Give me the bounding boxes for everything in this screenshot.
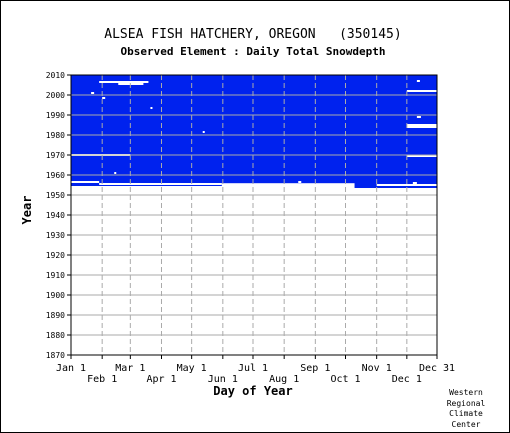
y-tick-label: 2010: [46, 71, 65, 80]
y-tick-label: 1930: [46, 231, 65, 240]
observed-data-layer: [71, 75, 437, 188]
x-tick-label: Apr 1: [146, 374, 176, 385]
missing-segment: [298, 181, 302, 183]
missing-segment: [412, 182, 417, 184]
missing-segment: [406, 155, 437, 157]
x-tick-label: Jul 1: [238, 363, 268, 374]
y-axis-label: Year: [20, 196, 34, 225]
missing-segment: [118, 83, 144, 85]
missing-segment: [406, 90, 437, 92]
y-tick-label: 1950: [46, 191, 65, 200]
y-tick-label: 1920: [46, 251, 65, 260]
chart-subtitle: Observed Element : Daily Total Snowdepth: [121, 45, 386, 58]
x-tick-label: Jun 1: [208, 374, 238, 385]
axes: 1870 1880 1890 1900 1910 1920 1930 1940 1950 1960…: [46, 71, 455, 385]
missing-segment: [416, 80, 420, 82]
missing-segment: [99, 81, 149, 83]
y-tick-label: 1970: [46, 151, 65, 160]
missing-segment: [91, 92, 95, 94]
y-tick-label: 2000: [46, 91, 65, 100]
missing-segment: [406, 124, 437, 126]
y-tick-label: 1990: [46, 111, 65, 120]
x-tick-label: Oct 1: [330, 374, 360, 385]
x-tick-label: Sep 1: [300, 363, 330, 374]
missing-segment: [202, 131, 205, 133]
x-tick-label: Nov 1: [362, 363, 392, 374]
x-tick-label: Jan 1: [56, 363, 86, 374]
missing-segment: [416, 116, 421, 118]
credit-line: Regional: [446, 398, 486, 408]
missing-segment: [102, 97, 106, 99]
x-tick-label: Feb 1: [87, 374, 117, 385]
credit-line: Western: [449, 388, 483, 397]
y-tick-label: 1910: [46, 271, 65, 280]
y-tick-label: 1960: [46, 171, 65, 180]
missing-segment: [150, 107, 153, 109]
missing-segment: [71, 181, 100, 183]
y-tick-label: 1900: [46, 291, 65, 300]
y-tick-label: 1870: [46, 351, 65, 360]
y-tick-label: 1980: [46, 131, 65, 140]
credit-line: Center: [451, 419, 481, 429]
chart-title: ALSEA FISH HATCHERY, OREGON (350145): [104, 27, 401, 42]
x-tick-label: Dec 31: [419, 363, 455, 374]
missing-segment: [114, 172, 117, 174]
y-tick-label: 1890: [46, 311, 65, 320]
y-tick-label: 1880: [46, 331, 65, 340]
missing-segment: [406, 126, 437, 128]
x-tick-label: Mar 1: [115, 363, 145, 374]
credit-line: Climate: [449, 409, 483, 418]
x-tick-label: May 1: [177, 363, 207, 374]
y-tick-label: 1940: [46, 211, 65, 220]
missing-segment: [376, 184, 437, 186]
credit-block: Western Regional Climate Center: [436, 388, 496, 430]
x-tick-label: Aug 1: [269, 374, 299, 385]
observed-block: [71, 75, 437, 184]
x-tick-label: Dec 1: [392, 374, 422, 385]
x-axis-label: Day of Year: [213, 384, 292, 398]
missing-segment: [99, 183, 222, 185]
